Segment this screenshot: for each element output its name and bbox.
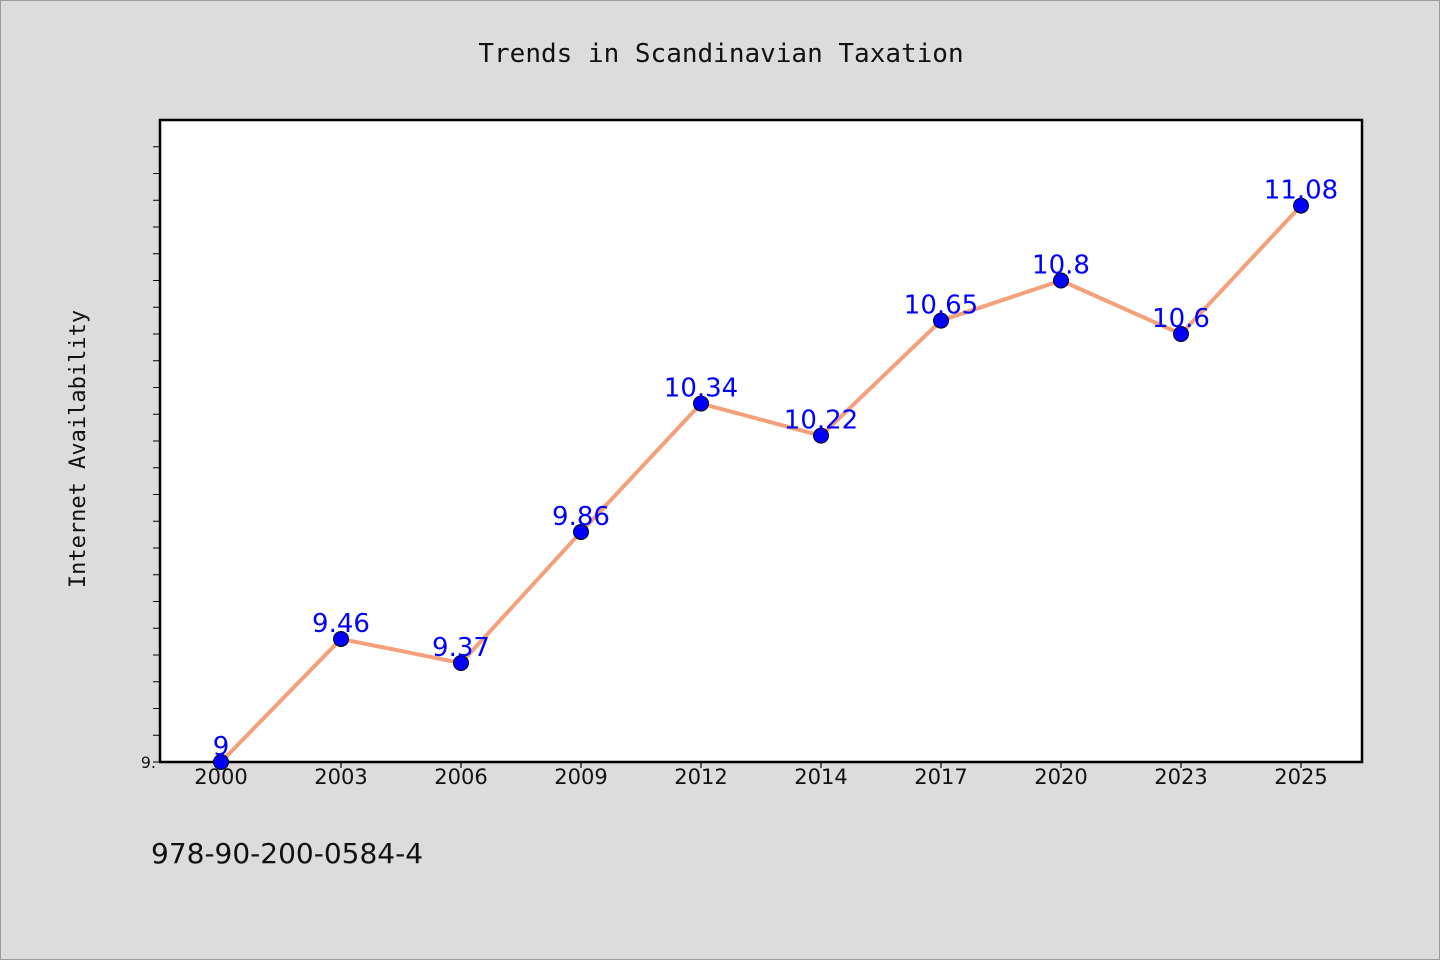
- x-tick-label: 2025: [1274, 765, 1327, 789]
- data-label: 9.86: [552, 502, 610, 532]
- series-line-group: [219, 203, 1303, 764]
- x-axis-tick-labels: 2000 2003 2006 2009 2012 2014 2017 2020 2023 2025: [194, 765, 1327, 789]
- x-tick-label: 2003: [314, 765, 367, 789]
- y-tick-label: 9.: [141, 753, 156, 772]
- series-markers: [213, 197, 1309, 770]
- data-label: 11.08: [1264, 176, 1338, 206]
- data-label: 9.37: [432, 633, 490, 663]
- x-tick-label: 2012: [674, 765, 727, 789]
- footer-code: 978-90-200-0584-4: [151, 837, 423, 870]
- x-tick-label: 2006: [434, 765, 487, 789]
- data-point: [1173, 326, 1189, 342]
- x-tick-label: 2017: [914, 765, 967, 789]
- x-tick-label: 2020: [1034, 765, 1087, 789]
- x-tick-label: 2023: [1154, 765, 1207, 789]
- data-point: [213, 754, 229, 770]
- data-label: 10.6: [1152, 304, 1210, 334]
- plot-area: [158, 118, 1364, 764]
- x-tick-label: 2014: [794, 765, 847, 789]
- data-label: 10.8: [1032, 251, 1090, 281]
- data-point: [813, 427, 829, 444]
- data-point: [693, 395, 709, 412]
- data-point: [453, 655, 469, 672]
- data-label: 9.46: [312, 609, 370, 639]
- data-label: 10.34: [664, 374, 738, 404]
- data-point: [573, 523, 589, 540]
- y-axis-label: Internet Availability: [66, 310, 91, 588]
- y-axis-ticks: [153, 146, 160, 763]
- data-label: 9: [213, 732, 230, 762]
- data-point: [1053, 272, 1069, 289]
- data-labels: 9 9.46 9.37 9.86 10.34 10.22 10.65 10.8 10.6 11.0…: [213, 176, 1338, 762]
- data-point: [333, 630, 349, 647]
- x-tick-label: 2009: [554, 765, 607, 789]
- chart-title: Trends in Scandinavian Taxation: [478, 39, 963, 69]
- data-point: [1293, 197, 1309, 214]
- data-label: 10.22: [784, 406, 858, 436]
- data-point: [933, 312, 949, 329]
- series-line: [219, 203, 1303, 764]
- data-label: 10.65: [904, 291, 978, 321]
